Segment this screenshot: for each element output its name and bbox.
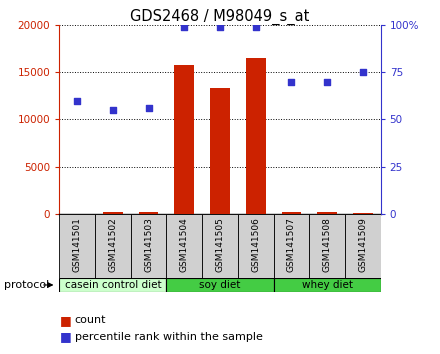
Text: ■: ■ [59, 331, 71, 343]
Point [216, 24, 224, 29]
Bar [202, 214, 238, 278]
Text: GSM141501: GSM141501 [73, 217, 82, 272]
Point [181, 24, 188, 29]
Text: GDS2468 / M98049_s_at: GDS2468 / M98049_s_at [130, 9, 310, 25]
Point [359, 69, 366, 75]
Point [323, 79, 330, 84]
Point [252, 24, 259, 29]
Bar [238, 214, 274, 278]
Point [110, 107, 117, 113]
Bar [282, 212, 301, 214]
Text: percentile rank within the sample: percentile rank within the sample [75, 332, 263, 342]
Bar [59, 278, 166, 292]
Text: whey diet: whey diet [301, 280, 352, 290]
Text: GSM141509: GSM141509 [358, 217, 367, 272]
Text: count: count [75, 315, 106, 325]
Text: GSM141506: GSM141506 [251, 217, 260, 272]
Bar [353, 213, 373, 214]
Bar [59, 214, 95, 278]
Text: GSM141504: GSM141504 [180, 217, 189, 272]
Text: ■: ■ [59, 314, 71, 327]
Text: protocol: protocol [4, 280, 50, 290]
Bar [274, 214, 309, 278]
Bar [139, 212, 158, 214]
Bar [345, 214, 381, 278]
Point [145, 105, 152, 111]
Text: GSM141507: GSM141507 [287, 217, 296, 272]
Bar [175, 64, 194, 214]
Text: casein control diet: casein control diet [65, 280, 161, 290]
Bar [309, 214, 345, 278]
Bar [166, 278, 274, 292]
Text: GSM141508: GSM141508 [323, 217, 332, 272]
Text: GSM141503: GSM141503 [144, 217, 153, 272]
Bar [131, 214, 166, 278]
Text: GSM141505: GSM141505 [216, 217, 224, 272]
Bar [103, 212, 123, 214]
Bar [246, 58, 265, 214]
Bar [95, 214, 131, 278]
Text: GSM141502: GSM141502 [108, 217, 117, 272]
Point [74, 98, 81, 103]
Bar [166, 214, 202, 278]
Bar [274, 278, 381, 292]
Point [288, 79, 295, 84]
Bar [317, 212, 337, 214]
Bar [210, 88, 230, 214]
Text: soy diet: soy diet [199, 280, 241, 290]
